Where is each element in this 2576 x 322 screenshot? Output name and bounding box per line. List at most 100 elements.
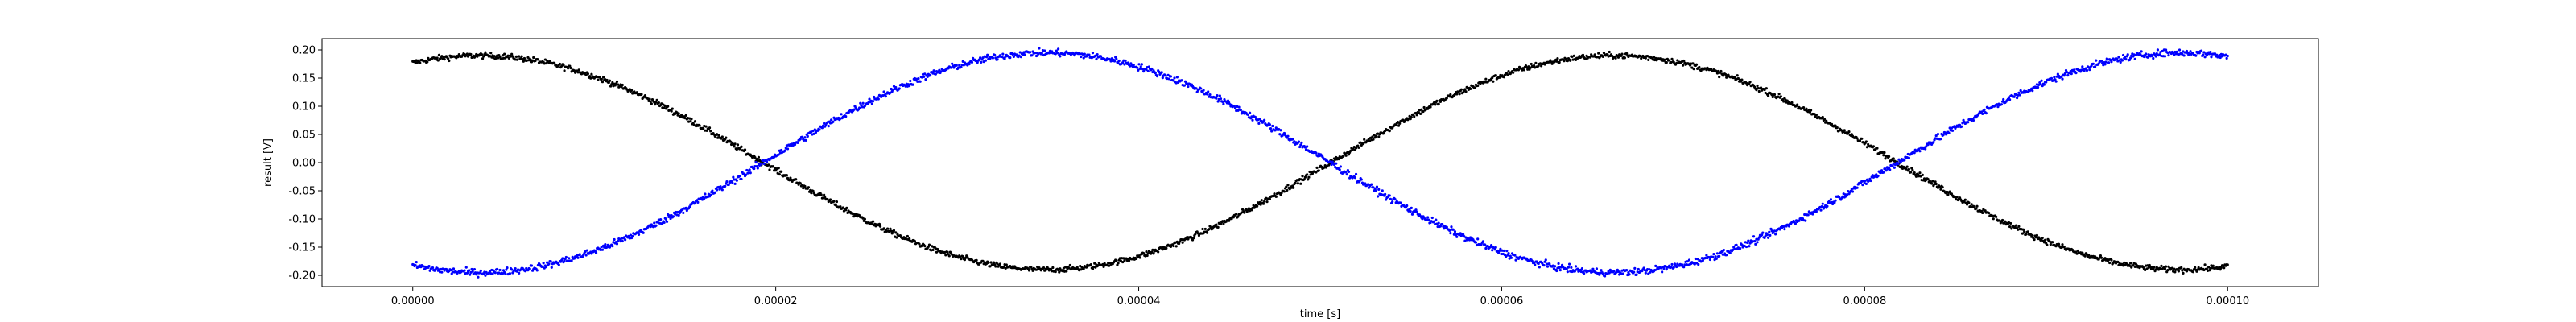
data-point <box>2110 258 2113 262</box>
data-point <box>2050 76 2054 80</box>
data-point <box>1271 124 1274 128</box>
data-point <box>768 168 771 171</box>
series-0 <box>411 50 2229 275</box>
data-point <box>1672 266 1675 269</box>
data-point <box>1058 270 1061 274</box>
x-tick-label: 0.00002 <box>754 295 798 308</box>
data-point <box>1981 211 1984 215</box>
data-point <box>2166 269 2169 272</box>
data-point <box>795 178 798 181</box>
data-point <box>927 243 931 246</box>
data-point <box>1644 271 1647 275</box>
data-point <box>2094 65 2097 68</box>
data-point <box>2121 53 2125 57</box>
data-point <box>1529 66 1532 69</box>
data-point <box>2046 243 2049 246</box>
x-tick-label: 0.00008 <box>1843 295 1886 308</box>
data-point <box>1493 248 1496 251</box>
data-point <box>1448 229 1451 232</box>
data-point <box>1409 210 1412 213</box>
data-point <box>2128 264 2132 267</box>
data-point <box>1201 227 1204 231</box>
data-point <box>2040 79 2043 82</box>
data-point <box>1180 79 1183 82</box>
data-point <box>689 120 692 123</box>
data-point <box>762 159 765 163</box>
data-point <box>778 172 781 176</box>
data-point <box>2219 266 2223 270</box>
data-point <box>713 191 716 194</box>
data-point <box>2162 48 2165 52</box>
data-point <box>1506 73 1509 76</box>
data-point <box>1719 69 1723 73</box>
data-point <box>637 233 641 237</box>
data-point <box>1534 61 1538 64</box>
data-point <box>1239 108 1242 112</box>
data-point <box>2226 263 2229 266</box>
data-point <box>1342 155 1345 158</box>
data-point <box>1354 172 1358 175</box>
data-point <box>1621 272 1624 275</box>
data-point <box>1121 260 1125 264</box>
data-point <box>934 72 937 76</box>
data-point <box>1422 109 1425 114</box>
data-point <box>2199 49 2203 52</box>
data-point <box>1256 204 1259 208</box>
data-point <box>608 79 612 82</box>
data-point <box>1903 159 1906 162</box>
data-point <box>1506 254 1509 257</box>
data-point <box>670 109 673 113</box>
data-point <box>414 263 417 267</box>
data-point <box>1079 52 1082 56</box>
data-point <box>2124 57 2128 61</box>
data-point <box>684 114 687 117</box>
data-point <box>558 62 562 66</box>
data-point <box>777 153 780 156</box>
data-point <box>1040 52 1043 55</box>
data-point <box>588 75 592 78</box>
data-point <box>725 180 729 184</box>
data-point <box>839 205 842 208</box>
data-point <box>2132 264 2135 267</box>
data-point <box>604 243 607 246</box>
data-point <box>890 232 894 235</box>
data-point <box>859 101 862 105</box>
data-point <box>2088 68 2091 72</box>
data-point <box>1753 240 1757 243</box>
data-point <box>1736 74 1739 77</box>
data-point <box>1012 55 1015 58</box>
x-axis-label: time [s] <box>1300 308 1340 320</box>
data-point <box>480 53 484 56</box>
data-point <box>1221 100 1224 104</box>
data-point <box>653 101 656 104</box>
data-point <box>484 274 487 277</box>
data-point <box>1323 166 1326 169</box>
data-point <box>1286 188 1289 192</box>
data-point <box>426 60 429 64</box>
data-point <box>611 80 614 85</box>
data-point <box>1151 248 1154 251</box>
data-point <box>1765 87 1768 90</box>
data-point <box>803 184 807 188</box>
data-point <box>1645 268 1649 271</box>
data-point <box>1722 248 1725 252</box>
data-point <box>1782 100 1785 103</box>
data-point <box>1883 151 1886 155</box>
data-point <box>1833 201 1836 204</box>
data-point <box>2076 249 2079 253</box>
data-point <box>1820 205 1823 208</box>
data-point <box>1459 88 1463 91</box>
data-point <box>830 118 833 122</box>
data-point <box>1620 272 1623 275</box>
data-point <box>1934 182 1938 186</box>
data-point <box>1861 184 1864 187</box>
data-point <box>1709 67 1713 71</box>
data-point <box>1635 273 1638 276</box>
data-point <box>2036 85 2040 89</box>
data-point <box>1773 93 1777 97</box>
data-point <box>709 193 712 196</box>
data-point <box>1996 105 2000 109</box>
data-point <box>1860 137 1864 140</box>
data-point <box>498 268 502 272</box>
